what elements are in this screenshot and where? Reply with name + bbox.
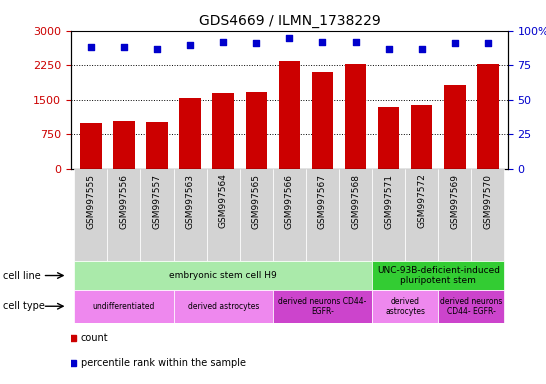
Point bbox=[484, 40, 492, 46]
Point bbox=[450, 40, 459, 46]
Bar bbox=[372, 261, 505, 290]
Bar bbox=[273, 169, 306, 261]
Bar bbox=[411, 105, 432, 169]
Bar bbox=[174, 290, 273, 323]
Bar bbox=[339, 169, 372, 261]
Text: embryonic stem cell H9: embryonic stem cell H9 bbox=[169, 271, 277, 280]
Point bbox=[285, 35, 294, 41]
Text: percentile rank within the sample: percentile rank within the sample bbox=[81, 358, 246, 368]
Point bbox=[186, 41, 194, 48]
Point bbox=[417, 46, 426, 52]
Bar bbox=[312, 72, 333, 169]
Text: cell type: cell type bbox=[3, 301, 45, 311]
Bar bbox=[372, 290, 438, 323]
Bar bbox=[146, 122, 168, 169]
Bar bbox=[345, 64, 366, 169]
Bar bbox=[278, 61, 300, 169]
Bar bbox=[372, 169, 405, 261]
Bar bbox=[405, 169, 438, 261]
Bar bbox=[212, 93, 234, 169]
Bar bbox=[273, 290, 372, 323]
Text: count: count bbox=[81, 333, 109, 343]
Bar bbox=[246, 91, 267, 169]
Point bbox=[384, 46, 393, 52]
Bar bbox=[438, 290, 505, 323]
Bar bbox=[179, 98, 201, 169]
Bar bbox=[471, 169, 505, 261]
Bar bbox=[378, 107, 400, 169]
Bar bbox=[74, 290, 174, 323]
Bar bbox=[74, 261, 372, 290]
Text: derived
astrocytes: derived astrocytes bbox=[385, 296, 425, 316]
Text: GSM997567: GSM997567 bbox=[318, 174, 327, 228]
Point bbox=[120, 44, 128, 50]
Text: GSM997563: GSM997563 bbox=[186, 174, 194, 228]
Point bbox=[318, 39, 327, 45]
Text: derived neurons
CD44- EGFR-: derived neurons CD44- EGFR- bbox=[440, 296, 502, 316]
Text: GSM997566: GSM997566 bbox=[285, 174, 294, 228]
Bar bbox=[80, 123, 102, 169]
Text: GSM997557: GSM997557 bbox=[152, 174, 162, 228]
Text: GSM997571: GSM997571 bbox=[384, 174, 393, 228]
Bar bbox=[444, 85, 466, 169]
Text: GSM997569: GSM997569 bbox=[450, 174, 459, 228]
Text: derived astrocytes: derived astrocytes bbox=[187, 302, 259, 311]
Text: undifferentiated: undifferentiated bbox=[93, 302, 155, 311]
Text: GSM997572: GSM997572 bbox=[417, 174, 426, 228]
Bar bbox=[140, 169, 174, 261]
Point bbox=[219, 39, 228, 45]
Text: GSM997556: GSM997556 bbox=[120, 174, 128, 228]
Bar bbox=[477, 64, 498, 169]
Bar bbox=[206, 169, 240, 261]
Bar bbox=[74, 169, 108, 261]
Point bbox=[252, 40, 260, 46]
Bar bbox=[113, 121, 135, 169]
Point bbox=[153, 46, 162, 52]
Text: GSM997570: GSM997570 bbox=[483, 174, 492, 228]
Point bbox=[86, 44, 95, 50]
Text: GSM997555: GSM997555 bbox=[86, 174, 96, 228]
Bar bbox=[306, 169, 339, 261]
Point bbox=[351, 39, 360, 45]
Bar bbox=[438, 169, 471, 261]
Text: cell line: cell line bbox=[3, 270, 40, 281]
Title: GDS4669 / ILMN_1738229: GDS4669 / ILMN_1738229 bbox=[199, 14, 380, 28]
Bar bbox=[174, 169, 206, 261]
Bar bbox=[108, 169, 140, 261]
Text: GSM997564: GSM997564 bbox=[219, 174, 228, 228]
Bar bbox=[240, 169, 273, 261]
Text: GSM997565: GSM997565 bbox=[252, 174, 261, 228]
Text: GSM997568: GSM997568 bbox=[351, 174, 360, 228]
Text: derived neurons CD44-
EGFR-: derived neurons CD44- EGFR- bbox=[278, 296, 367, 316]
Text: UNC-93B-deficient-induced
pluripotent stem: UNC-93B-deficient-induced pluripotent st… bbox=[377, 266, 500, 285]
